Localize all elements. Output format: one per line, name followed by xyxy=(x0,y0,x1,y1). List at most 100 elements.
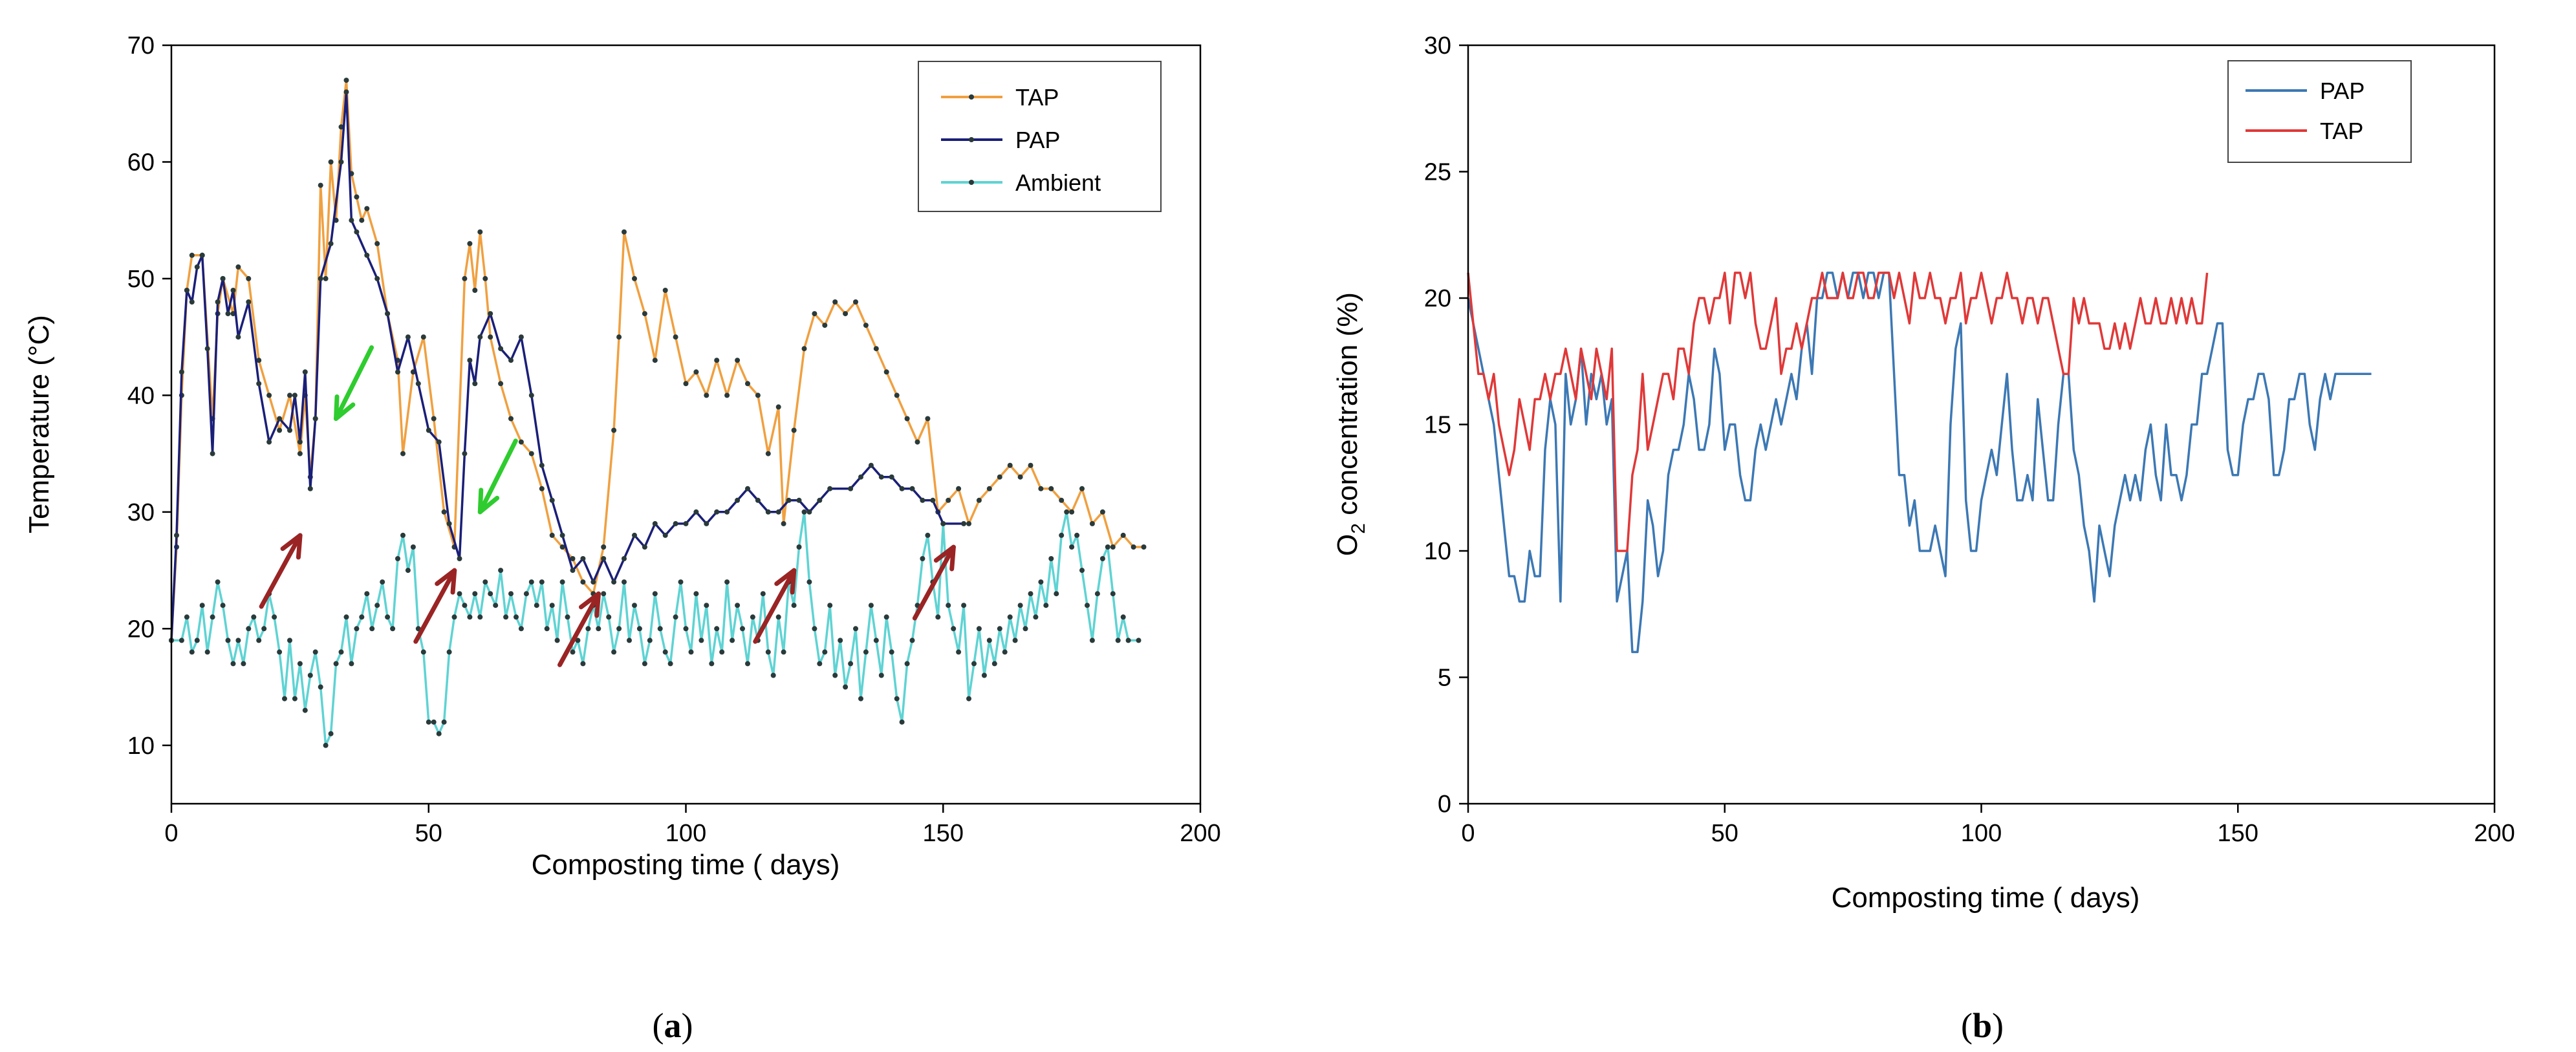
red-arrow-head xyxy=(435,568,457,595)
data-point xyxy=(343,614,349,620)
data-point xyxy=(832,672,838,678)
data-point xyxy=(976,497,982,503)
legend: PAP TAP xyxy=(2227,60,2412,163)
data-point xyxy=(899,486,905,491)
series-line-pap xyxy=(1467,272,2372,654)
data-point xyxy=(1085,603,1090,608)
data-point xyxy=(801,346,807,352)
data-point xyxy=(735,358,741,363)
data-point xyxy=(662,649,668,655)
data-point xyxy=(622,229,627,235)
data-point xyxy=(580,661,586,667)
data-point xyxy=(199,603,205,608)
data-point xyxy=(1110,544,1116,550)
data-point xyxy=(282,696,287,702)
data-point xyxy=(765,509,771,515)
data-point xyxy=(380,579,385,585)
data-point xyxy=(627,638,632,643)
red-arrow xyxy=(413,568,457,644)
data-point xyxy=(688,649,694,655)
data-point xyxy=(791,427,797,433)
green-arrow xyxy=(477,438,518,515)
data-point xyxy=(549,497,555,503)
data-point xyxy=(235,334,241,340)
data-point xyxy=(1023,626,1028,632)
data-point xyxy=(333,661,339,667)
data-point xyxy=(174,532,179,538)
x-tick-label: 150 xyxy=(923,820,964,847)
data-point xyxy=(559,579,565,585)
y-tick-label: 20 xyxy=(127,616,155,643)
data-point xyxy=(894,392,900,398)
data-point xyxy=(482,579,488,585)
data-point xyxy=(889,649,894,655)
data-point xyxy=(256,358,262,363)
data-point xyxy=(848,661,854,667)
data-point xyxy=(812,626,817,632)
data-point xyxy=(601,591,607,597)
data-point xyxy=(225,311,231,317)
data-point xyxy=(477,334,483,340)
legend-box xyxy=(2227,60,2412,163)
data-point xyxy=(951,626,957,632)
red-arrow-shaft xyxy=(413,568,457,644)
data-point xyxy=(997,626,1002,632)
y-tick-label: 60 xyxy=(127,149,155,176)
data-point xyxy=(457,591,462,597)
data-point xyxy=(1002,649,1008,655)
legend-marker xyxy=(969,180,974,185)
data-point xyxy=(575,638,581,643)
data-point xyxy=(775,614,781,620)
x-axis-title: Composting time ( days) xyxy=(532,849,840,881)
data-point xyxy=(611,427,617,433)
data-point xyxy=(297,451,303,456)
data-point xyxy=(1028,591,1034,597)
data-point xyxy=(765,451,771,456)
data-point xyxy=(760,591,766,597)
data-point xyxy=(652,591,658,597)
x-tick-label: 0 xyxy=(164,820,178,847)
data-point xyxy=(596,626,601,632)
data-point xyxy=(462,603,468,608)
x-tick-label: 150 xyxy=(2218,820,2258,847)
data-point xyxy=(786,497,792,503)
data-point xyxy=(349,661,354,667)
data-point xyxy=(312,649,318,655)
data-point xyxy=(328,241,334,246)
data-point xyxy=(585,626,591,632)
data-point xyxy=(745,486,750,491)
data-point xyxy=(909,638,915,643)
data-point xyxy=(251,614,257,620)
data-point xyxy=(652,358,658,363)
data-point xyxy=(883,369,889,375)
panel-label-b: (b) xyxy=(1961,1006,2004,1045)
data-point xyxy=(904,661,910,667)
data-point xyxy=(467,241,473,246)
data-point xyxy=(518,439,524,445)
data-point xyxy=(1069,544,1075,550)
data-point xyxy=(241,661,246,667)
data-point xyxy=(863,649,869,655)
data-point xyxy=(272,614,277,620)
data-point xyxy=(508,591,514,597)
data-point xyxy=(277,416,283,422)
data-point xyxy=(539,486,545,491)
data-point xyxy=(693,369,699,375)
data-point xyxy=(652,521,658,526)
data-point xyxy=(745,661,750,667)
data-point xyxy=(297,439,303,445)
red-arrow xyxy=(753,568,797,644)
arrow-annotations xyxy=(259,345,956,667)
data-point xyxy=(390,626,396,632)
data-point xyxy=(935,614,941,620)
x-axis-title: Composting time ( days) xyxy=(1832,882,2140,914)
data-point xyxy=(714,509,720,515)
data-point xyxy=(966,521,971,526)
data-point xyxy=(698,638,704,643)
data-point xyxy=(359,614,365,620)
data-point xyxy=(426,719,431,725)
data-point xyxy=(961,603,967,608)
data-point xyxy=(498,381,504,387)
data-point xyxy=(920,497,925,503)
data-point xyxy=(832,299,838,305)
